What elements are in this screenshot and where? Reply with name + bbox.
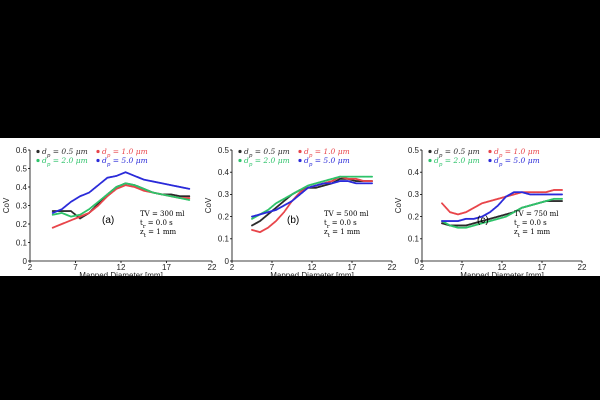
y-tick-label: 0 bbox=[23, 257, 28, 266]
annotation-line: TV = 300 ml bbox=[140, 210, 185, 218]
legend-marker bbox=[96, 149, 100, 154]
legend-marker bbox=[488, 158, 492, 163]
x-tick-label: 7 bbox=[270, 263, 275, 272]
series-4-points bbox=[441, 191, 563, 222]
series-4-points bbox=[251, 180, 373, 218]
y-tick-label: 0.2 bbox=[16, 220, 28, 229]
x-tick-label: 22 bbox=[208, 263, 217, 272]
legend-entry: dp = 2.0 μm bbox=[42, 156, 88, 168]
legend-entry: dp = 0.5 μm bbox=[434, 147, 480, 159]
legend-marker bbox=[488, 149, 492, 154]
y-axis-label: CoV bbox=[394, 197, 403, 213]
y-tick-label: 0.1 bbox=[16, 238, 28, 247]
y-axis-label: CoV bbox=[204, 197, 213, 213]
data-point bbox=[371, 175, 373, 178]
y-tick-label: 0 bbox=[225, 257, 230, 266]
annotation-line: TV = 750 ml bbox=[514, 210, 559, 218]
legend-marker bbox=[238, 149, 242, 154]
x-tick-label: 17 bbox=[162, 263, 171, 272]
y-tick-label: 0.3 bbox=[408, 190, 420, 199]
y-tick-label: 0.4 bbox=[218, 168, 230, 177]
x-tick-label: 22 bbox=[388, 263, 397, 272]
legend-marker bbox=[298, 149, 302, 154]
legend-entry: dp = 0.5 μm bbox=[42, 147, 88, 159]
y-tick-label: 0.1 bbox=[408, 235, 420, 244]
y-axis-label: CoV bbox=[2, 197, 11, 213]
chart-panel-3: 0 0.1 0.2 0.3 0.4 0.5 2 7 12 17 22 Mapped Diameter … bbox=[394, 146, 587, 276]
annotation-line: tr = 0.0 s bbox=[140, 219, 173, 230]
legend-entry: dp = 1.0 μm bbox=[102, 147, 148, 159]
panel-tag: (b) bbox=[287, 215, 299, 226]
data-point bbox=[188, 197, 191, 200]
legend-marker bbox=[36, 149, 40, 154]
chart-panel-2: 0 0.1 0.2 0.3 0.4 0.5 2 7 12 17 22 Mapped Diameter … bbox=[204, 146, 397, 276]
y-tick-label: 0.4 bbox=[16, 183, 28, 192]
panel-tag: (c) bbox=[477, 215, 489, 226]
chart-panel-1: 0 0.1 0.2 0.3 0.4 0.5 0.6 2 7 12 17 22 Mapped Diamet… bbox=[2, 146, 217, 276]
data-point bbox=[561, 200, 563, 203]
data-point bbox=[371, 182, 373, 185]
legend-marker bbox=[238, 158, 242, 163]
data-point bbox=[561, 197, 563, 200]
legend-entry: dp = 5.0 μm bbox=[304, 156, 350, 168]
data-point bbox=[188, 187, 191, 190]
legend-entry: dp = 1.0 μm bbox=[494, 147, 540, 159]
figure-strip: 0 0.1 0.2 0.3 0.4 0.5 0.6 2 7 12 17 22 Mapped Diamet… bbox=[0, 138, 600, 276]
y-tick-label: 0.3 bbox=[16, 201, 28, 210]
legend-marker bbox=[96, 158, 100, 163]
series-3-points bbox=[441, 197, 563, 229]
x-tick-label: 12 bbox=[308, 263, 317, 272]
annotation-line: tr = 0.0 s bbox=[514, 219, 547, 230]
x-tick-label: 7 bbox=[73, 263, 78, 272]
y-tick-label: 0.1 bbox=[218, 235, 230, 244]
x-tick-label: 2 bbox=[230, 263, 235, 272]
y-tick-label: 0.5 bbox=[16, 164, 28, 173]
annotation-line: zt = 1 mm bbox=[324, 228, 361, 239]
legend-entry: dp = 5.0 μm bbox=[102, 156, 148, 168]
data-point bbox=[561, 193, 563, 196]
legend-entry: dp = 5.0 μm bbox=[494, 156, 540, 168]
legend-marker bbox=[428, 149, 432, 154]
x-tick-label: 17 bbox=[348, 263, 357, 272]
data-point bbox=[561, 189, 563, 191]
x-axis-label: Mapped Diameter [mm] bbox=[460, 271, 544, 276]
panel-tag: (a) bbox=[102, 215, 114, 226]
y-tick-label: 0.3 bbox=[218, 190, 230, 199]
y-tick-label: 0.6 bbox=[16, 146, 28, 155]
annotation-line: TV = 500 ml bbox=[324, 210, 369, 218]
legend-entry: dp = 2.0 μm bbox=[244, 156, 290, 168]
annotation-line: zt = 1 mm bbox=[514, 228, 551, 239]
x-tick-label: 12 bbox=[498, 263, 507, 272]
y-tick-label: 0.2 bbox=[218, 212, 230, 221]
y-tick-label: 0.5 bbox=[408, 146, 420, 155]
y-tick-label: 0 bbox=[415, 257, 420, 266]
legend-marker bbox=[298, 158, 302, 163]
x-axis-label: Mapped Diameter [mm] bbox=[270, 271, 354, 276]
series-4-points bbox=[51, 171, 191, 214]
annotation-line: zt = 1 mm bbox=[140, 228, 177, 239]
legend-entry: dp = 2.0 μm bbox=[434, 156, 480, 168]
y-tick-label: 0.4 bbox=[408, 168, 420, 177]
legend-marker bbox=[36, 158, 40, 163]
data-point bbox=[188, 195, 191, 198]
x-axis-label: Mapped Diameter [mm] bbox=[79, 271, 163, 276]
legend-entry: dp = 0.5 μm bbox=[244, 147, 290, 159]
annotation-line: tr = 0.0 s bbox=[324, 219, 357, 230]
series-3-points bbox=[51, 182, 191, 218]
legend-marker bbox=[428, 158, 432, 163]
x-tick-label: 17 bbox=[538, 263, 547, 272]
x-tick-label: 22 bbox=[578, 263, 587, 272]
data-point bbox=[371, 180, 373, 183]
legend-entry: dp = 1.0 μm bbox=[304, 147, 350, 159]
data-point bbox=[188, 199, 191, 201]
x-tick-label: 2 bbox=[420, 263, 425, 272]
y-tick-label: 0.5 bbox=[218, 146, 230, 155]
y-tick-label: 0.2 bbox=[408, 212, 420, 221]
x-tick-label: 12 bbox=[117, 263, 126, 272]
x-tick-label: 7 bbox=[460, 263, 465, 272]
x-tick-label: 2 bbox=[28, 263, 33, 272]
